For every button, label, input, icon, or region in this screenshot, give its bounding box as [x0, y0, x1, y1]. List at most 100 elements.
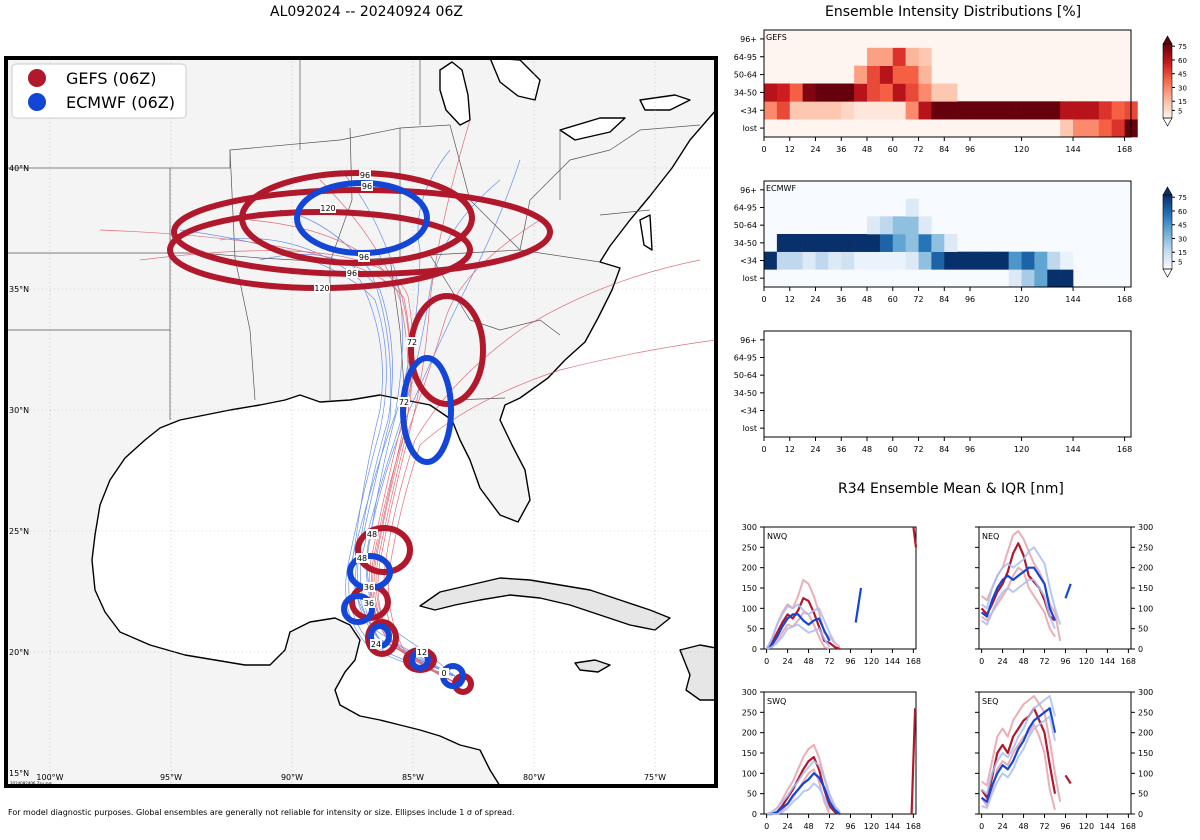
- heatmap-cell: [1085, 119, 1100, 138]
- colorbar-frame: [1162, 194, 1173, 270]
- legend-gefs-label: GEFS (06Z): [66, 69, 156, 88]
- colorbar-step: [1163, 241, 1172, 245]
- heatmap-cell: [867, 101, 881, 120]
- colorbar-step: [1163, 264, 1172, 267]
- heatmap-xtick-label: 48: [862, 145, 872, 154]
- legend-ecmwf-label: ECMWF (06Z): [66, 93, 175, 112]
- colorbar-step: [1163, 93, 1172, 97]
- r34-ytick-label: 100: [742, 769, 757, 778]
- heatmap-cell: [905, 251, 919, 270]
- colorbar-top-arrow: [1162, 35, 1173, 45]
- heatmap-cell: [1060, 101, 1074, 120]
- heatmap-xtick-label: 72: [913, 145, 923, 154]
- heatmap-cell: [867, 83, 881, 102]
- colorbar-step: [1163, 244, 1172, 248]
- svg-text:96: 96: [362, 182, 372, 191]
- heatmap-ytick-label: 50-64: [734, 221, 757, 230]
- heatmap-cell: [944, 101, 958, 120]
- svg-text:48: 48: [357, 554, 367, 563]
- heatmap-xtick-label: 84: [939, 145, 949, 154]
- heatmap-cell: [1098, 119, 1112, 138]
- colorbar-step: [1163, 68, 1172, 72]
- heatmap-cell: [841, 83, 855, 102]
- heatmap-cell: [1073, 101, 1087, 120]
- heatmap-xtick-label: 72: [913, 445, 923, 454]
- colorbar-step: [1163, 51, 1172, 55]
- heatmap-cell: [1008, 269, 1022, 288]
- colorbar-step: [1163, 209, 1172, 213]
- r34-series-gefs-mean: [765, 597, 841, 651]
- r34-ytick-label: 250: [742, 543, 757, 552]
- heatmap-xtick-label: 24: [810, 145, 820, 154]
- colorbar-tick-label: 60: [1178, 57, 1187, 65]
- r34-xtick-label: 96: [845, 822, 855, 831]
- colorbar-step: [1163, 63, 1172, 67]
- heatmap-xtick-label: 12: [785, 445, 795, 454]
- heatmap-cell: [879, 83, 894, 102]
- r34-ytick-label: 50: [1138, 625, 1148, 634]
- heatmap-xtick-label: 0: [761, 295, 766, 304]
- r34-ytick-label: 250: [1138, 543, 1153, 552]
- heatmap-xtick-label: 168: [1117, 295, 1132, 304]
- colorbar-step: [1163, 61, 1172, 65]
- r34-xtick-label: 72: [824, 822, 834, 831]
- heatmap-cell: [1085, 101, 1100, 120]
- r34-frame: [978, 526, 1132, 650]
- heatmap-xtick-label: 144: [1065, 445, 1080, 454]
- cuba-land: [419, 577, 671, 631]
- heatmap-cell: [1034, 269, 1048, 288]
- r34-ytick-label: 250: [742, 708, 757, 717]
- heatmap-cell: [879, 216, 894, 235]
- r34-xtick-label: 48: [1018, 822, 1028, 831]
- heatmap-cell: [828, 251, 842, 270]
- svg-text:0: 0: [441, 669, 446, 678]
- colorbar-step: [1163, 105, 1172, 109]
- heatmap-xtick-label: 168: [1117, 145, 1132, 154]
- heatmap-cell: [1047, 101, 1061, 120]
- lat-label: 20°N: [9, 648, 29, 657]
- heatmap-ytick-label: lost: [743, 274, 757, 283]
- colorbar-step: [1163, 85, 1172, 89]
- r34-quadrant-label: NEQ: [982, 532, 999, 541]
- heatmap-ytick-label: 50-64: [734, 71, 757, 80]
- heatmap-cell: [1060, 251, 1074, 270]
- heatmap-cell: [828, 101, 842, 120]
- heatmap-xtick-label: 72: [913, 295, 923, 304]
- svg-text:24: 24: [371, 640, 381, 649]
- track-map[interactable]: 0 12 24 36 36 48 48 72 72 96 96 96 96 12…: [0, 0, 720, 800]
- lat-label: 30°N: [9, 406, 29, 415]
- r34-series-ecmwf-late: [1064, 583, 1072, 599]
- heatmap-cell: [879, 65, 894, 84]
- heatmap-cell: [944, 234, 958, 252]
- legend-ecmwf-marker: [28, 93, 46, 111]
- heatmap-cell: [1073, 119, 1087, 138]
- r34-series-ecmwf-iqr-high: [765, 603, 836, 650]
- r34-xtick-label: 24: [782, 657, 792, 666]
- colorbar-step: [1163, 207, 1172, 211]
- colorbar-tick-label: 5: [1178, 258, 1182, 266]
- heatmap-xtick-label: 36: [836, 295, 846, 304]
- ecmwf-intensity-colorbar: 515 30 45 60 75: [1162, 186, 1187, 278]
- heatmap-cell: [1034, 251, 1048, 270]
- heatmap-xtick-label: 0: [761, 445, 766, 454]
- heatmap-xtick-label: 84: [939, 295, 949, 304]
- heatmap-cell: [879, 47, 894, 66]
- r34-ytick-label: 150: [1138, 749, 1153, 758]
- heatmap-ytick-label: <34: [740, 407, 757, 416]
- heatmap-cell: [789, 234, 803, 252]
- lon-label: 100°W: [36, 773, 63, 782]
- heatmap-cell: [982, 251, 997, 270]
- colorbar-step: [1163, 81, 1172, 84]
- r34-ytick-label: 250: [1138, 708, 1153, 717]
- heatmap-cell: [1008, 251, 1022, 270]
- heatmap-ytick-label: 96+: [740, 186, 757, 195]
- heatmap-ytick-label: 34-50: [734, 88, 757, 97]
- heatmap-cell: [892, 251, 906, 270]
- colorbar-step: [1163, 214, 1172, 218]
- colorbar-step: [1163, 236, 1172, 240]
- heatmap-cell: [815, 251, 829, 270]
- r34-series-ecmwf-mean: [980, 707, 1057, 803]
- heatmap-cell: [815, 83, 829, 102]
- map-gridlines: [6, 58, 716, 786]
